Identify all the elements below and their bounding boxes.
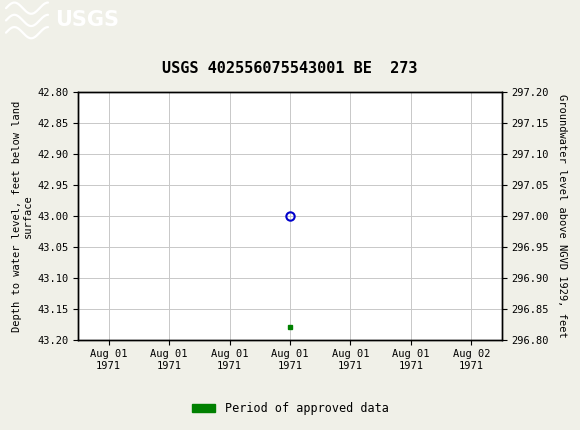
Y-axis label: Groundwater level above NGVD 1929, feet: Groundwater level above NGVD 1929, feet bbox=[557, 94, 567, 338]
Text: USGS 402556075543001 BE  273: USGS 402556075543001 BE 273 bbox=[162, 61, 418, 76]
Y-axis label: Depth to water level, feet below land
surface: Depth to water level, feet below land su… bbox=[12, 101, 33, 332]
Text: USGS: USGS bbox=[55, 10, 119, 31]
Legend: Period of approved data: Period of approved data bbox=[187, 397, 393, 420]
